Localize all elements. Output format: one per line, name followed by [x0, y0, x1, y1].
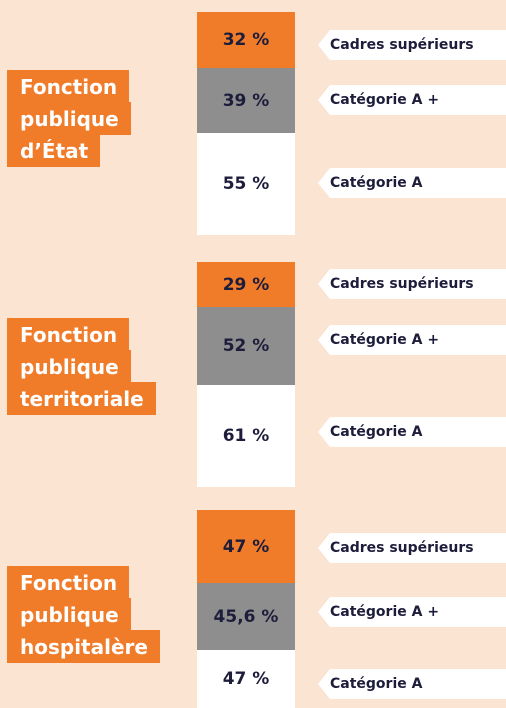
value-block: 47 %: [197, 510, 295, 583]
group-title-line: Fonction: [7, 70, 130, 103]
group-title-line: territoriale: [7, 382, 156, 415]
group-title-line: publique: [7, 350, 131, 383]
value-block: 29 %: [197, 262, 295, 307]
group-title-line: publique: [7, 598, 131, 631]
category-label: Catégorie A: [318, 168, 506, 198]
group-title-line: hospitalère: [7, 630, 160, 663]
value-block: 32 %: [197, 12, 295, 68]
value-block: 47 %: [197, 650, 295, 708]
group-title-line: d’État: [7, 134, 101, 167]
category-label: Catégorie A: [318, 669, 506, 699]
category-label: Catégorie A: [318, 417, 506, 447]
category-label: Catégorie A +: [318, 597, 506, 627]
category-label: Catégorie A +: [318, 85, 506, 115]
category-label: Cadres supérieurs: [318, 30, 506, 60]
group-title-line: Fonction: [7, 318, 130, 351]
category-label: Cadres supérieurs: [318, 533, 506, 563]
value-block: 61 %: [197, 385, 295, 487]
category-label: Catégorie A +: [318, 325, 506, 355]
value-block: 39 %: [197, 68, 295, 133]
group-title-line: Fonction: [7, 566, 130, 599]
value-block: 52 %: [197, 307, 295, 385]
category-label: Cadres supérieurs: [318, 269, 506, 299]
value-block: 55 %: [197, 133, 295, 235]
group-title-line: publique: [7, 102, 131, 135]
value-block: 45,6 %: [197, 583, 295, 650]
